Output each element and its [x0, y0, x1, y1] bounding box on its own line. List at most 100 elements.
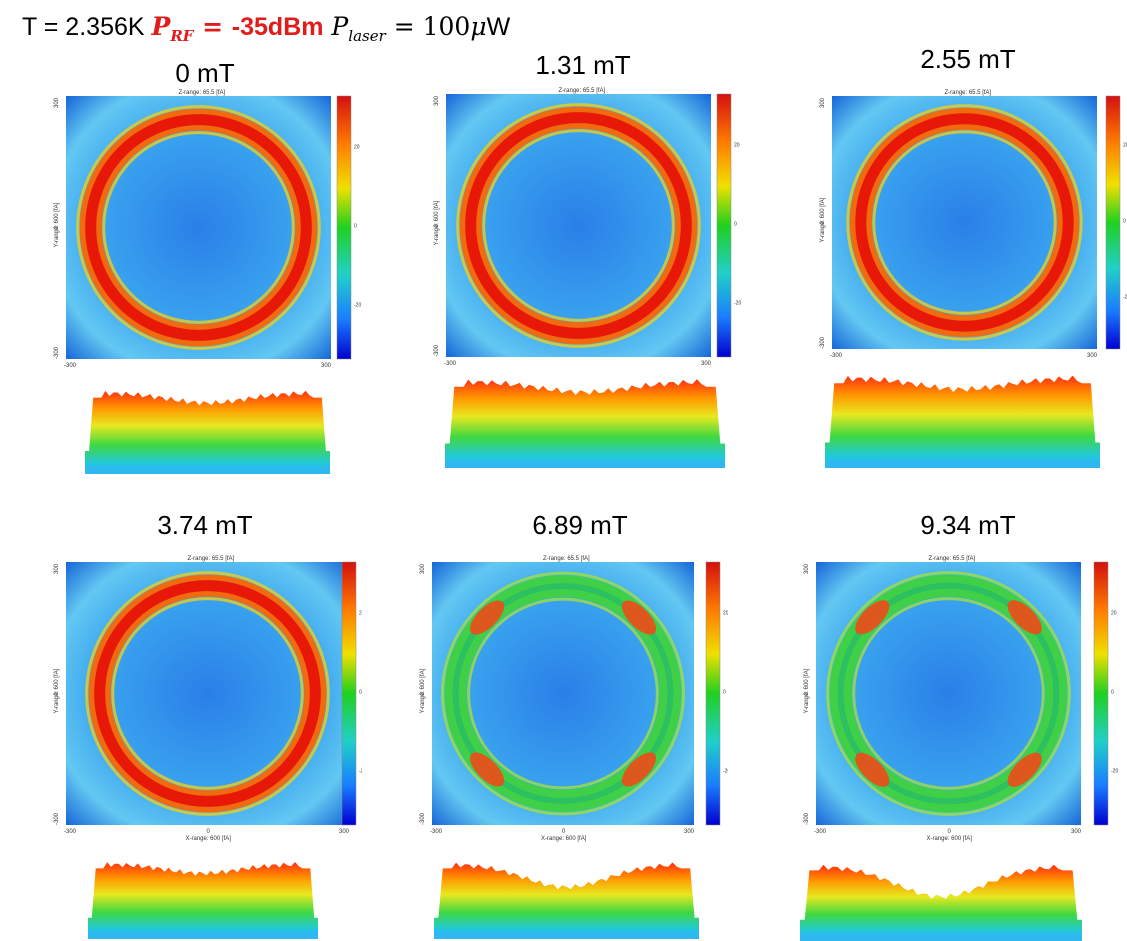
surface-3d-4 [434, 854, 699, 939]
surface-base [825, 460, 1100, 468]
ring-core [85, 114, 312, 341]
colorbar-tick-top: 20 [1123, 143, 1127, 149]
field-title-0: 0 mT [175, 58, 235, 88]
ring-core [452, 583, 674, 804]
colorbar-tick-bot: -20 [359, 768, 362, 774]
z-range-label: Z-range: 65.5 [fA] [179, 90, 226, 96]
ring-core [837, 582, 1060, 805]
ring-edge-inner [852, 597, 1045, 790]
colorbar-tick-mid: 0 [1123, 219, 1126, 225]
hot-spot-3 [621, 600, 657, 635]
colorbar-tick-bot: -20 [354, 302, 361, 308]
y-tick-mid: 0 [420, 692, 426, 696]
map-background [432, 562, 694, 825]
colorbar-tick-top: 20 [359, 611, 362, 617]
surface-base [800, 933, 1082, 941]
y-tick-top: 300 [820, 97, 826, 108]
colorbar-tick-mid: 0 [359, 690, 362, 696]
x-tick-right: 300 [1071, 829, 1082, 835]
colorbar [705, 561, 721, 826]
x-tick-left: -300 [444, 361, 457, 367]
temperature-label: T = 2.356K [22, 13, 152, 41]
z-range-label: Z-range: 65.5 [fA] [543, 556, 590, 562]
x-tick-left: -300 [830, 353, 843, 359]
map-background [66, 96, 331, 359]
x-tick-right: 300 [1087, 353, 1098, 359]
ring-edge-outer [456, 103, 701, 348]
x-tick-mid: 0 [207, 829, 211, 835]
ring-core [465, 112, 692, 339]
surface-body [825, 375, 1100, 468]
surface-body [800, 864, 1082, 941]
y-range-label: Y-range: 600 [fA] [54, 202, 60, 247]
x-tick-left: -300 [64, 363, 77, 369]
map-background [816, 562, 1081, 825]
field-title-5: 9.34 mT [920, 510, 1016, 540]
colorbar-tick-top: 20 [723, 611, 728, 617]
x-tick-left: -300 [430, 829, 443, 835]
y-tick-bot: -300 [804, 812, 810, 825]
z-range-label: Z-range: 65.5 [fA] [929, 556, 976, 562]
y-tick-top: 300 [420, 563, 426, 574]
y-tick-bot: -300 [820, 336, 826, 349]
hot-spot-2 [855, 600, 890, 635]
map-panel-4: 20 0 -20 Z-range: 65.5 [fA] Y-range: 600 [fA… [418, 552, 728, 842]
ring-edge-outer [441, 571, 685, 816]
map-panel-0: 20 0 -20 Z-range: 65.5 [fA] Y-range: 600 [fA… [52, 86, 362, 376]
field-title-3: 3.74 mT [157, 510, 253, 540]
x-tick-left: -300 [64, 829, 77, 835]
y-tick-mid: 0 [820, 221, 826, 225]
x-range-label: X-range: 600 [fA] [541, 836, 587, 842]
y-tick-top: 300 [54, 563, 60, 574]
surface-body [445, 379, 725, 468]
colorbar [1093, 561, 1109, 826]
y-tick-mid: 0 [54, 692, 60, 696]
colorbar-tick-bot: -20 [1123, 294, 1127, 300]
x-tick-right: 300 [684, 829, 695, 835]
x-range-label: X-range: 600 [fA] [927, 836, 973, 842]
ring-edge-inner [467, 597, 659, 790]
colorbar-tick-top: 20 [1111, 611, 1117, 617]
y-tick-top: 300 [54, 97, 60, 108]
ring-edge-outer [85, 571, 330, 816]
plaser-symbol: Plaser = 100μ [323, 12, 487, 45]
ring-core [94, 580, 321, 807]
ring-edge-outer [826, 571, 1071, 816]
colorbar-tick-mid: 0 [723, 690, 726, 696]
surface-3d-1 [445, 370, 725, 468]
surface-3d-0 [85, 382, 330, 474]
x-range-label: X-range: 600 [fA] [186, 836, 232, 842]
prf-value: -35dBm [231, 13, 324, 41]
colorbar [716, 93, 732, 358]
y-tick-bot: -300 [434, 344, 440, 357]
ring-edge-inner [872, 130, 1057, 315]
ring-core [855, 113, 1074, 332]
x-tick-right: 300 [339, 829, 350, 835]
surface-base [445, 460, 725, 468]
y-tick-bot: -300 [420, 812, 426, 825]
ring-edge-inner [482, 129, 675, 322]
colorbar-tick-bot: -20 [723, 768, 728, 774]
surface-3d-2 [825, 366, 1100, 468]
ring-edge-outer [76, 105, 321, 350]
map-panel-5: 20 0 -20 Z-range: 65.5 [fA] Y-range: 600 [fA… [802, 552, 1122, 842]
z-range-label: Z-range: 65.5 [fA] [188, 556, 235, 562]
x-tick-right: 300 [701, 361, 712, 367]
colorbar [341, 561, 357, 826]
y-tick-bot: -300 [54, 812, 60, 825]
colorbar-tick-mid: 0 [734, 222, 737, 228]
ring-edge-inner [102, 131, 295, 324]
y-range-label: Y-range: 600 [fA] [804, 668, 810, 713]
colorbar [336, 95, 352, 360]
y-tick-mid: 0 [804, 692, 810, 696]
colorbar-tick-bot: -20 [1111, 768, 1118, 774]
map-background [446, 94, 711, 357]
y-tick-top: 300 [434, 95, 440, 106]
plaser-unit: W [486, 13, 511, 41]
y-tick-mid: 0 [54, 226, 60, 230]
ring-edge-outer [846, 104, 1083, 341]
surface-body [88, 862, 318, 939]
hot-spot-1 [855, 752, 890, 787]
surface-body [434, 862, 699, 939]
y-range-label: Y-range: 600 [fA] [420, 668, 426, 713]
